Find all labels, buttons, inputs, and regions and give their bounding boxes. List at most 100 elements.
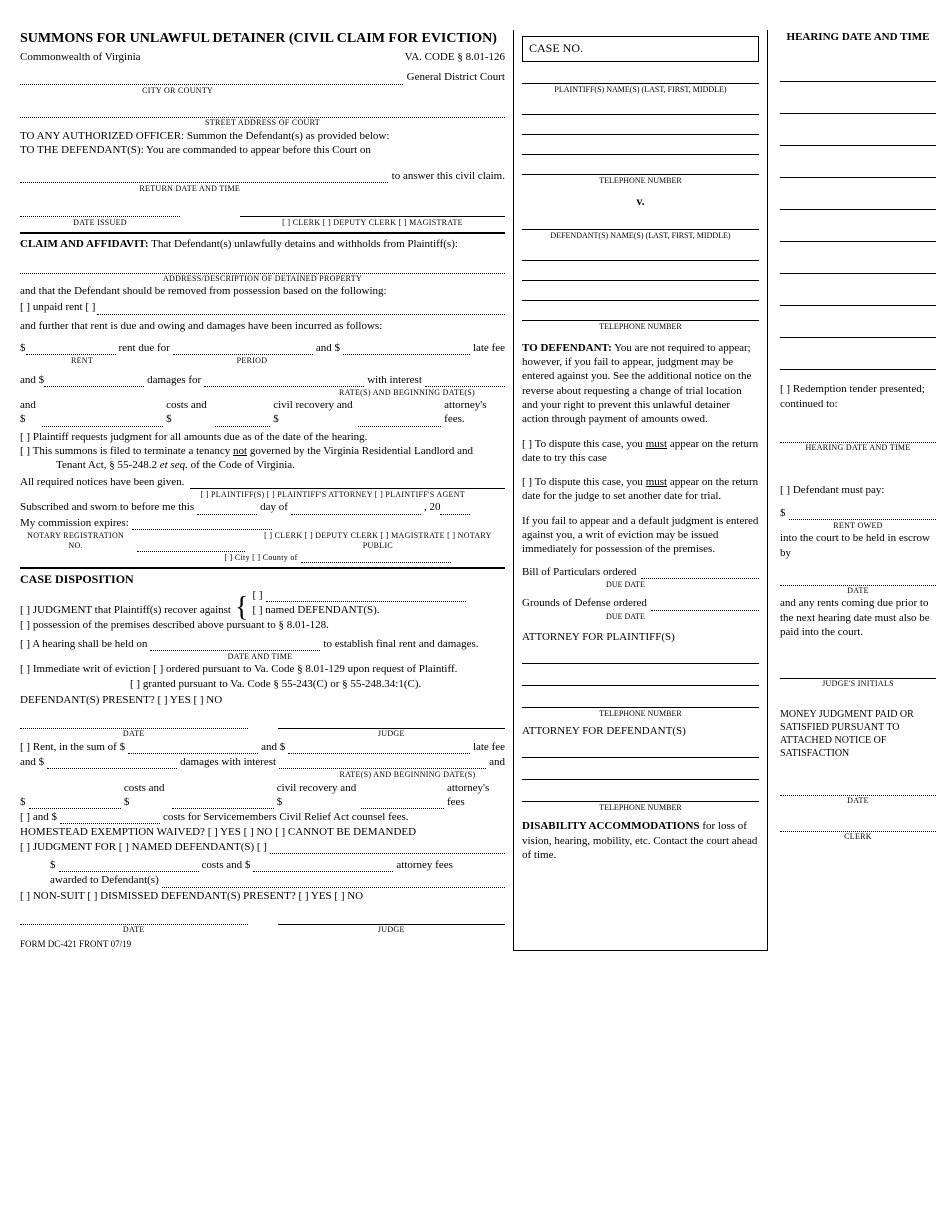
def-costs-field[interactable] (59, 871, 199, 872)
property-address-field[interactable] (20, 262, 505, 274)
return-date-field[interactable] (20, 182, 388, 183)
plaintiff-line3[interactable] (522, 121, 759, 135)
late-fee2-field[interactable] (288, 753, 470, 754)
defendant-name-field[interactable] (522, 216, 759, 230)
atty-defendant-line1[interactable] (522, 746, 759, 758)
damages2-field[interactable] (47, 768, 177, 769)
interest-field[interactable] (425, 386, 505, 387)
atty-defendant-phone[interactable] (522, 790, 759, 802)
disposition-heading: CASE DISPOSITION (20, 572, 505, 588)
redemption-date-field[interactable] (780, 431, 936, 443)
attorney-fees-field[interactable] (358, 426, 442, 427)
plaintiff-line2[interactable] (522, 101, 759, 115)
hearing-line-1[interactable] (780, 62, 936, 82)
rent-amount-field[interactable] (26, 354, 116, 355)
servicemembers-field[interactable] (60, 823, 160, 824)
satisfaction-date-field[interactable] (780, 784, 936, 796)
dispute-option-1[interactable]: [ ] To dispute this case, you must appea… (522, 437, 759, 466)
defendant-phone-field[interactable] (522, 307, 759, 321)
sworn-month-field[interactable] (291, 514, 421, 515)
disp-date-field[interactable] (20, 717, 248, 729)
to-defendant-notice: TO DEFENDANT: You are not required to ap… (522, 341, 759, 427)
city-county-label: CITY OR COUNTY (20, 86, 335, 96)
interest2-field[interactable] (279, 768, 486, 769)
hearing-line-7[interactable] (780, 254, 936, 274)
claim-section: CLAIM AND AFFIDAVIT: That Defendant(s) u… (20, 232, 505, 251)
plaintiff-name-field[interactable] (522, 70, 759, 84)
atty-plaintiff-line1[interactable] (522, 652, 759, 664)
atty-defendant-line2[interactable] (522, 768, 759, 780)
right-column: HEARING DATE AND TIME [ ] Redemption ten… (776, 30, 936, 951)
city-county-field[interactable] (20, 84, 403, 85)
officer-line: TO ANY AUTHORIZED OFFICER: Summon the De… (20, 129, 505, 143)
hearing-date-field[interactable] (150, 650, 320, 651)
property-address-label: ADDRESS/DESCRIPTION OF DETAINED PROPERTY (20, 274, 505, 284)
hearing-line-2[interactable] (780, 94, 936, 114)
clerk-signature-field[interactable] (240, 205, 505, 217)
removed-line: and that the Defendant should be removed… (20, 284, 505, 298)
sworn-day-field[interactable] (197, 514, 257, 515)
court-suffix: General District Court (407, 70, 505, 84)
awarded-to-field[interactable] (162, 887, 505, 888)
notary-reg-field[interactable] (137, 551, 245, 552)
civil-recovery-field[interactable] (215, 426, 271, 427)
form-title: SUMMONS FOR UNLAWFUL DETAINER (CIVIL CLA… (20, 30, 505, 48)
def-atty-field[interactable] (253, 871, 393, 872)
clerk-signature-field2[interactable] (780, 820, 936, 832)
damages-for-field[interactable] (204, 386, 364, 387)
atty-plaintiff-phone[interactable] (522, 696, 759, 708)
street-address-field[interactable] (20, 106, 505, 118)
hearing-line-3[interactable] (780, 126, 936, 146)
case-number-box[interactable]: CASE NO. (522, 36, 759, 62)
judge-initials-field[interactable] (780, 659, 936, 679)
civil-rec2-field[interactable] (172, 808, 274, 809)
date-issued-field[interactable] (20, 216, 180, 217)
atty-plaintiff-line2[interactable] (522, 674, 759, 686)
plaintiff-requests-checkbox[interactable]: [ ] Plaintiff requests judgment for all … (20, 430, 505, 444)
notary-city-field[interactable] (301, 562, 451, 563)
rent-period-field[interactable] (173, 354, 313, 355)
hearing-line-4[interactable] (780, 158, 936, 178)
recover-against-field[interactable] (266, 601, 466, 602)
rent-sum-field[interactable] (128, 753, 258, 754)
atty-fees2-field[interactable] (361, 808, 444, 809)
defendant-line4[interactable] (522, 287, 759, 301)
damages-amount-field[interactable] (44, 386, 144, 387)
hearing-line-9[interactable] (780, 318, 936, 338)
unpaid-rent-checkbox[interactable]: [ ] unpaid rent [ ] (20, 300, 95, 314)
hearing-line-6[interactable] (780, 222, 936, 242)
hearing-line-5[interactable] (780, 190, 936, 210)
escrow-date-field[interactable] (780, 574, 936, 586)
judge-signature-field[interactable] (278, 717, 506, 729)
defendant-line3[interactable] (522, 267, 759, 281)
grounds-defense-date[interactable] (651, 610, 759, 611)
left-column: SUMMONS FOR UNLAWFUL DETAINER (CIVIL CLA… (20, 30, 505, 951)
sworn-year-field[interactable] (440, 514, 470, 515)
defendant-must-pay-checkbox[interactable]: [ ] Defendant must pay: (780, 483, 936, 497)
dispute-option-2[interactable]: [ ] To dispute this case, you must appea… (522, 475, 759, 504)
clerk-options[interactable]: [ ] CLERK [ ] DEPUTY CLERK [ ] MAGISTRAT… (240, 218, 505, 228)
rent-owed-field[interactable] (789, 519, 937, 520)
judgment-for-field[interactable] (270, 853, 505, 854)
commission-expires-field[interactable] (132, 529, 272, 530)
costs2-field[interactable] (29, 808, 121, 809)
costs-field[interactable] (42, 426, 163, 427)
defendant-line2[interactable] (522, 247, 759, 261)
va-code: VA. CODE § 8.01-126 (405, 50, 505, 64)
redemption-checkbox[interactable]: [ ] Redemption tender presented; continu… (780, 382, 936, 411)
disp-date2-field[interactable] (20, 913, 248, 925)
further-rent-line: and further that rent is due and owing a… (20, 319, 505, 333)
disability-notice: DISABILITY ACCOMMODATIONS for loss of vi… (522, 819, 759, 862)
notices-signature-field[interactable] (190, 477, 505, 489)
late-fee-field[interactable] (343, 354, 470, 355)
bill-particulars-date[interactable] (641, 578, 759, 579)
plaintiff-phone-field[interactable] (522, 161, 759, 175)
hearing-line-10[interactable] (780, 350, 936, 370)
unpaid-rent-field[interactable] (97, 314, 505, 315)
judge-signature2-field[interactable] (278, 913, 506, 925)
return-label: RETURN DATE AND TIME (20, 184, 360, 194)
summons-filed-line[interactable]: [ ] This summons is filed to terminate a… (20, 444, 505, 458)
plaintiff-line4[interactable] (522, 141, 759, 155)
money-judgment-notice: MONEY JUDGMENT PAID OR SATISFIED PURSUAN… (780, 708, 936, 760)
hearing-line-8[interactable] (780, 286, 936, 306)
